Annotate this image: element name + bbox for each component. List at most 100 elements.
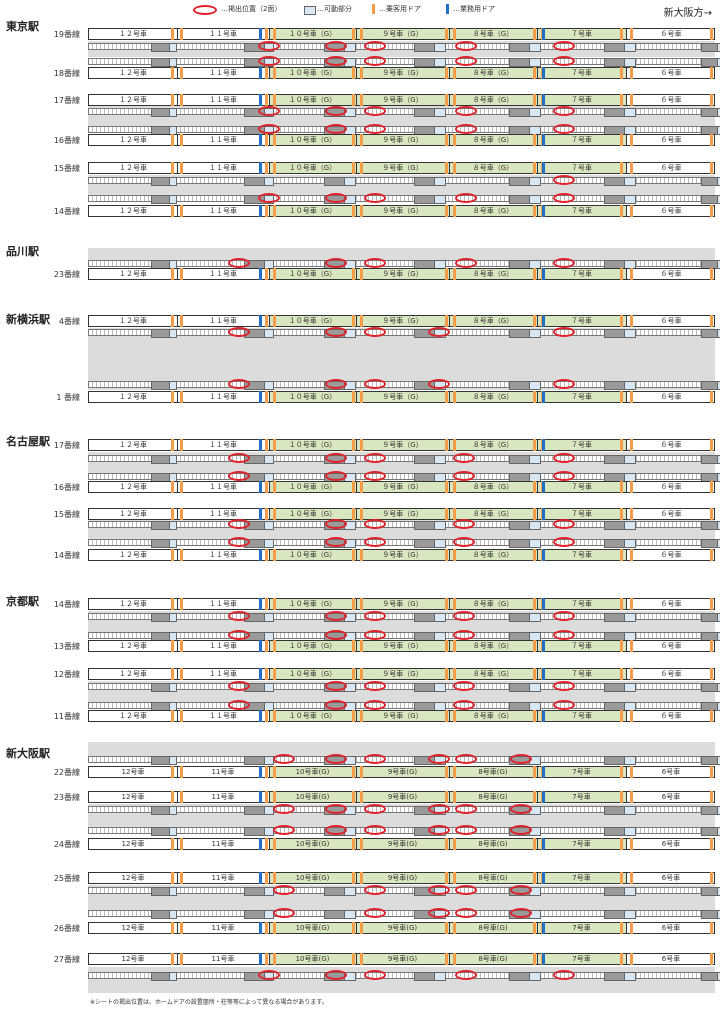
staff-door — [259, 598, 262, 610]
staff-door — [542, 94, 545, 106]
passenger-door — [710, 598, 713, 610]
car-separator — [177, 792, 178, 802]
passenger-door — [265, 391, 268, 403]
staff-door — [259, 94, 262, 106]
passenger-door — [171, 67, 174, 79]
car-separator — [626, 68, 627, 78]
exit-position-mark — [364, 885, 386, 895]
movable-door-panel — [169, 683, 177, 692]
track-label: 14番線 — [53, 207, 80, 216]
exit-position-mark — [325, 537, 347, 547]
car-label: １２号車 — [119, 207, 147, 215]
car-label: ８号車（G） — [472, 164, 514, 172]
car-label: １２号車 — [119, 30, 147, 38]
movable-door-panel — [434, 539, 446, 548]
passenger-door — [533, 28, 536, 40]
exit-position-mark — [364, 41, 386, 51]
car-label: １０号車（G） — [288, 393, 337, 401]
car-label: ６号車 — [660, 600, 682, 608]
car-label: ７号車 — [571, 136, 592, 144]
exit-position-mark — [364, 700, 386, 710]
train-formation: １２号車 １１号車 １０号車（G） ９号車（G） ８号車（G） ７号車 ６号車 — [88, 598, 715, 610]
car-separator — [269, 873, 270, 883]
platform-door-line — [88, 539, 720, 548]
movable-door-panel — [169, 613, 177, 622]
car-label: 10号車(G) — [295, 874, 330, 882]
passenger-door — [180, 872, 183, 884]
staff-door — [259, 134, 262, 146]
exit-position-mark — [428, 908, 450, 918]
track-label: 22番線 — [53, 768, 80, 777]
passenger-door — [265, 508, 268, 520]
movable-door-panel — [169, 539, 177, 548]
passenger-door — [710, 391, 713, 403]
car-label: ６号車 — [660, 510, 682, 518]
passenger-door — [453, 205, 456, 217]
fixed-door-panel — [701, 756, 720, 765]
movable-door-panel — [529, 195, 541, 204]
movable-door-panel — [264, 683, 274, 692]
car-label: ６号車 — [660, 164, 682, 172]
track-label: 18番線 — [53, 69, 80, 78]
passenger-door — [180, 315, 183, 327]
fixed-door-panel — [151, 806, 171, 815]
car-separator — [449, 669, 450, 679]
passenger-door — [453, 439, 456, 451]
exit-position-mark — [325, 700, 347, 710]
fixed-door-panel — [701, 972, 720, 981]
fixed-door-panel — [701, 43, 720, 52]
car-label: ７号車 — [571, 483, 592, 491]
exit-position-mark — [228, 327, 250, 337]
exit-position-mark — [325, 471, 347, 481]
movable-door-panel — [434, 521, 446, 530]
movable-door-panel — [529, 108, 541, 117]
car-label: １０号車（G） — [288, 270, 337, 278]
train-formation: １２号車 １１号車 １０号車（G） ９号車（G） ８号車（G） ７号車 ６号車 — [88, 94, 715, 106]
car-separator — [269, 163, 270, 173]
fixed-door-panel — [151, 972, 171, 981]
passenger-door — [630, 549, 633, 561]
car-separator — [449, 550, 450, 560]
exit-position-mark — [325, 970, 347, 980]
movable-door-panel — [434, 455, 446, 464]
car-label: １１号車 — [209, 551, 237, 559]
passenger-door — [180, 134, 183, 146]
staff-door — [259, 205, 262, 217]
track-label: 14番線 — [53, 600, 80, 609]
movable-door-panel — [717, 473, 720, 482]
passenger-door — [445, 439, 448, 451]
car-separator — [449, 68, 450, 78]
staff-door — [542, 28, 545, 40]
movable-door-panel — [434, 195, 446, 204]
passenger-door — [171, 598, 174, 610]
car-separator — [269, 509, 270, 519]
passenger-door — [352, 439, 355, 451]
passenger-door — [273, 791, 276, 803]
passenger-door — [273, 134, 276, 146]
passenger-door — [171, 838, 174, 850]
car-separator — [356, 482, 357, 492]
staff-door — [542, 134, 545, 146]
passenger-door — [533, 439, 536, 451]
platform-area — [88, 328, 715, 390]
car-label: １２号車 — [119, 483, 147, 491]
passenger-door — [352, 838, 355, 850]
movable-door-panel — [717, 972, 720, 981]
exit-position-mark — [364, 56, 386, 66]
passenger-door — [533, 67, 536, 79]
passenger-door — [453, 640, 456, 652]
car-label: １１号車 — [209, 600, 237, 608]
fixed-door-panel — [151, 521, 171, 530]
movable-door-panel — [264, 613, 274, 622]
passenger-door — [360, 94, 363, 106]
car-separator — [177, 163, 178, 173]
movable-door-panel — [264, 381, 274, 390]
car-separator — [537, 669, 538, 679]
car-separator — [449, 923, 450, 933]
car-label: 8号車(G) — [478, 840, 508, 848]
car-label: ８号車（G） — [472, 69, 514, 77]
train-formation: １２号車 １１号車 １０号車（G） ９号車（G） ８号車（G） ７号車 ６号車 — [88, 710, 715, 722]
fixed-door-panel — [701, 195, 720, 204]
passenger-door — [273, 205, 276, 217]
car-label: ６号車 — [660, 30, 682, 38]
